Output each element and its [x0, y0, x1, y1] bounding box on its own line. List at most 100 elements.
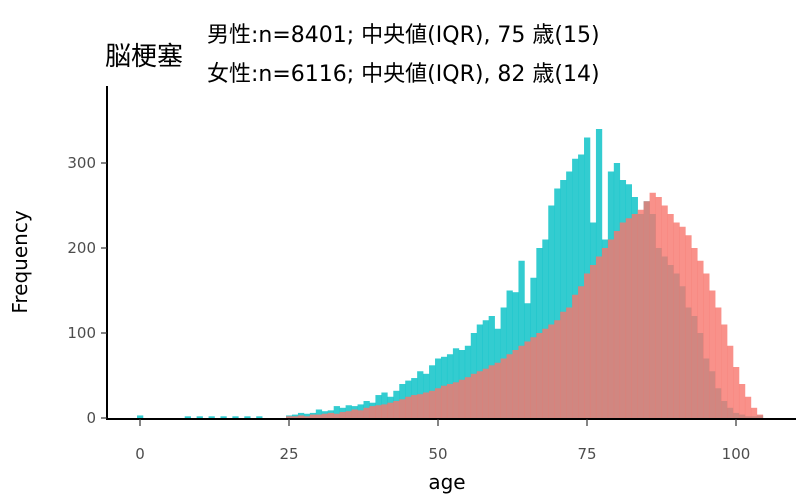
bar-female-84 — [637, 209, 644, 418]
bar-female-75 — [584, 273, 591, 418]
bar-female-93 — [691, 248, 698, 418]
bar-female-96 — [709, 290, 716, 418]
bar-male-20 — [256, 416, 263, 418]
bar-female-56 — [470, 373, 478, 418]
bar-female-69 — [548, 324, 555, 418]
bar-female-68 — [542, 328, 549, 418]
bar-male-14 — [220, 416, 227, 418]
bar-female-92 — [685, 235, 692, 418]
bar-female-88 — [661, 205, 668, 418]
x-tick-label-25: 25 — [279, 445, 298, 463]
bar-female-42 — [387, 402, 394, 418]
bar-female-98 — [721, 324, 728, 418]
bar-female-59 — [488, 365, 495, 418]
bar-male-12 — [208, 416, 215, 418]
x-ticks: 0 25 50 75 100 — [135, 419, 750, 463]
bar-female-36 — [351, 409, 358, 418]
bar-female-43 — [393, 401, 400, 418]
y-tick-label-300: 300 — [67, 154, 96, 172]
bar-female-58 — [482, 368, 489, 418]
y-tick-label-0: 0 — [86, 409, 96, 427]
bar-female-44 — [399, 399, 406, 418]
bar-female-26 — [291, 416, 299, 418]
bar-male-28 — [303, 413, 311, 418]
subtitle-female: 女性:n=6116; 中央値(IQR), 82 歳(14) — [207, 62, 600, 87]
x-axis-title: age — [428, 470, 465, 494]
bar-female-54 — [458, 379, 466, 418]
bar-female-31 — [321, 413, 329, 418]
chart-title: 脳梗塞 — [105, 42, 183, 72]
bar-female-29 — [309, 414, 317, 418]
bar-female-49 — [429, 390, 436, 418]
bar-female-28 — [303, 416, 311, 418]
bar-female-103 — [750, 407, 758, 418]
x-tick-label-75: 75 — [577, 445, 596, 463]
bar-female-60 — [494, 362, 501, 418]
bar-female-102 — [744, 396, 752, 418]
bar-male-0 — [137, 415, 144, 418]
x-tick-label-50: 50 — [428, 445, 447, 463]
bar-female-77 — [595, 256, 603, 418]
bar-female-83 — [631, 214, 638, 418]
bar-female-55 — [464, 377, 472, 418]
bar-male-18 — [244, 416, 251, 418]
bar-female-63 — [512, 350, 519, 418]
bar-female-35 — [345, 411, 352, 418]
bar-female-82 — [625, 218, 632, 418]
bar-female-40 — [375, 405, 382, 418]
bar-female-99 — [727, 345, 734, 418]
bar-female-89 — [667, 214, 674, 418]
bar-female-57 — [476, 371, 483, 418]
bar-female-50 — [435, 388, 442, 418]
bar-female-47 — [417, 394, 424, 418]
bar-female-38 — [363, 407, 370, 418]
bar-male-64 — [518, 260, 525, 418]
bars-layer — [137, 129, 764, 418]
bar-female-97 — [715, 307, 722, 418]
bar-male-69 — [548, 205, 555, 418]
bar-female-41 — [381, 404, 388, 418]
bar-female-39 — [369, 406, 376, 418]
bar-female-34 — [339, 412, 346, 418]
bar-female-66 — [530, 337, 537, 418]
bar-female-80 — [613, 231, 621, 418]
bar-female-37 — [357, 410, 364, 418]
bar-female-101 — [738, 384, 746, 418]
bar-male-16 — [232, 416, 239, 418]
bar-female-100 — [733, 367, 740, 418]
bar-female-52 — [446, 384, 454, 418]
bar-female-45 — [405, 396, 412, 418]
bar-female-70 — [554, 320, 561, 418]
bar-female-81 — [619, 222, 627, 418]
bar-female-74 — [578, 286, 585, 418]
bar-female-62 — [506, 354, 513, 418]
x-tick-label-0: 0 — [135, 445, 145, 463]
bar-female-94 — [697, 260, 704, 418]
bar-male-70 — [554, 188, 561, 418]
bar-male-73 — [572, 158, 579, 418]
bar-female-30 — [315, 414, 323, 418]
bar-female-61 — [500, 358, 507, 418]
bar-male-8 — [184, 416, 191, 418]
y-tick-label-100: 100 — [67, 324, 96, 342]
bar-female-73 — [572, 294, 579, 418]
bar-female-78 — [601, 248, 609, 418]
bar-male-10 — [196, 416, 203, 418]
bar-female-86 — [649, 192, 656, 418]
bar-female-46 — [411, 395, 418, 418]
bar-female-53 — [452, 382, 460, 418]
bar-female-71 — [560, 311, 567, 418]
bar-female-72 — [566, 307, 573, 418]
bar-female-27 — [297, 415, 305, 418]
bar-female-87 — [655, 197, 662, 418]
bar-female-79 — [607, 239, 615, 418]
bar-female-64 — [518, 345, 525, 418]
bar-male-72 — [566, 171, 573, 418]
bar-female-65 — [524, 341, 531, 418]
bar-male-71 — [560, 180, 567, 418]
bar-female-76 — [589, 265, 597, 418]
bar-male-30 — [315, 409, 323, 418]
bar-female-91 — [679, 226, 686, 418]
bar-female-51 — [440, 385, 448, 418]
